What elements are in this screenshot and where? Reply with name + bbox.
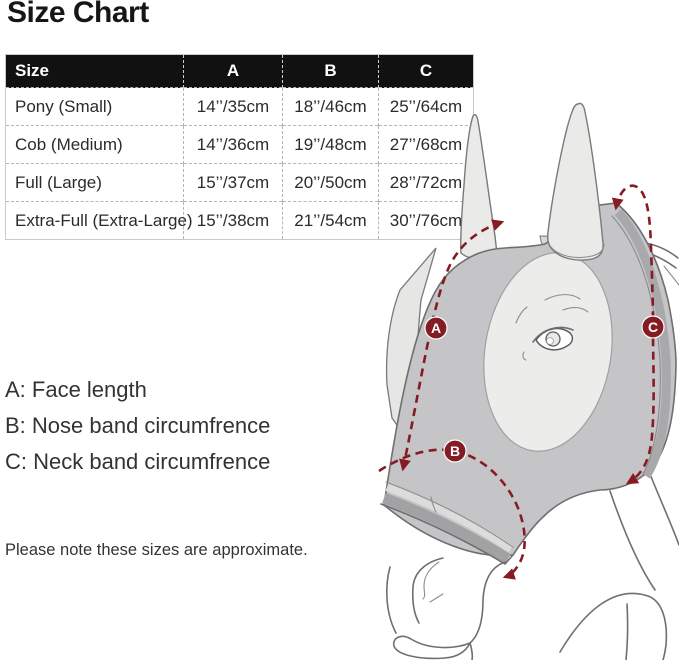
marker-b-label: B xyxy=(450,443,460,459)
header-b: B xyxy=(282,54,379,88)
table-row: Extra-Full (Extra-Large) 15’’/38cm 21’’/… xyxy=(5,201,474,240)
cell-size: Pony (Small) xyxy=(5,87,184,126)
horse-flymask-illustration: A B C xyxy=(378,96,679,660)
cell-size: Cob (Medium) xyxy=(5,125,184,164)
cell-b: 19’’/48cm xyxy=(282,125,379,164)
table-row: Cob (Medium) 14’’/36cm 19’’/48cm 27’’/68… xyxy=(5,125,474,164)
cell-b: 18’’/46cm xyxy=(282,87,379,126)
measurement-lines xyxy=(378,184,655,580)
header-a: A xyxy=(183,54,283,88)
header-size: Size xyxy=(5,54,184,88)
measurement-legend: A: Face length B: Nose band circumfrence… xyxy=(5,372,270,480)
marker-c-label: C xyxy=(648,319,658,335)
legend-item-a: A: Face length xyxy=(5,377,147,402)
page-title: Size Chart xyxy=(7,0,149,29)
cell-size: Extra-Full (Extra-Large) xyxy=(5,201,193,240)
approximate-note: Please note these sizes are approximate. xyxy=(5,541,308,559)
measurement-labels: A B C xyxy=(424,315,665,463)
horse-eye xyxy=(515,294,589,361)
nostril xyxy=(411,557,444,624)
cell-a: 15’’/38cm xyxy=(183,201,283,240)
marker-c-badge xyxy=(641,315,665,339)
neck-band xyxy=(614,208,671,479)
horse-muzzle xyxy=(386,557,506,660)
cell-b: 21’’/54cm xyxy=(282,201,379,240)
size-table-header: Size A B C xyxy=(5,54,474,88)
nose-band xyxy=(380,481,514,566)
marker-a-label: A xyxy=(431,320,441,336)
measure-line-c xyxy=(611,184,655,485)
cell-b: 20’’/50cm xyxy=(282,163,379,202)
cell-a: 15’’/37cm xyxy=(183,163,283,202)
cell-a: 14’’/35cm xyxy=(183,87,283,126)
legend-item-b: B: Nose band circumfrence xyxy=(5,413,271,438)
cell-c: 25’’/64cm xyxy=(378,87,474,126)
table-row: Pony (Small) 14’’/35cm 18’’/46cm 25’’/64… xyxy=(5,87,474,126)
legend-item-c: C: Neck band circumfrence xyxy=(5,449,271,474)
horse-left-ear xyxy=(460,113,498,260)
cell-c: 27’’/68cm xyxy=(378,125,474,164)
size-table: Size A B C Pony (Small) 14’’/35cm 18’’/4… xyxy=(5,54,474,240)
cell-a: 14’’/36cm xyxy=(183,125,283,164)
marker-a-badge xyxy=(424,316,448,340)
cell-size: Full (Large) xyxy=(5,163,184,202)
header-c: C xyxy=(378,54,474,88)
cell-c: 28’’/72cm xyxy=(378,163,474,202)
horse-right-ear xyxy=(546,102,604,261)
marker-b-badge xyxy=(443,439,467,463)
table-row: Full (Large) 15’’/37cm 20’’/50cm 28’’/72… xyxy=(5,163,474,202)
